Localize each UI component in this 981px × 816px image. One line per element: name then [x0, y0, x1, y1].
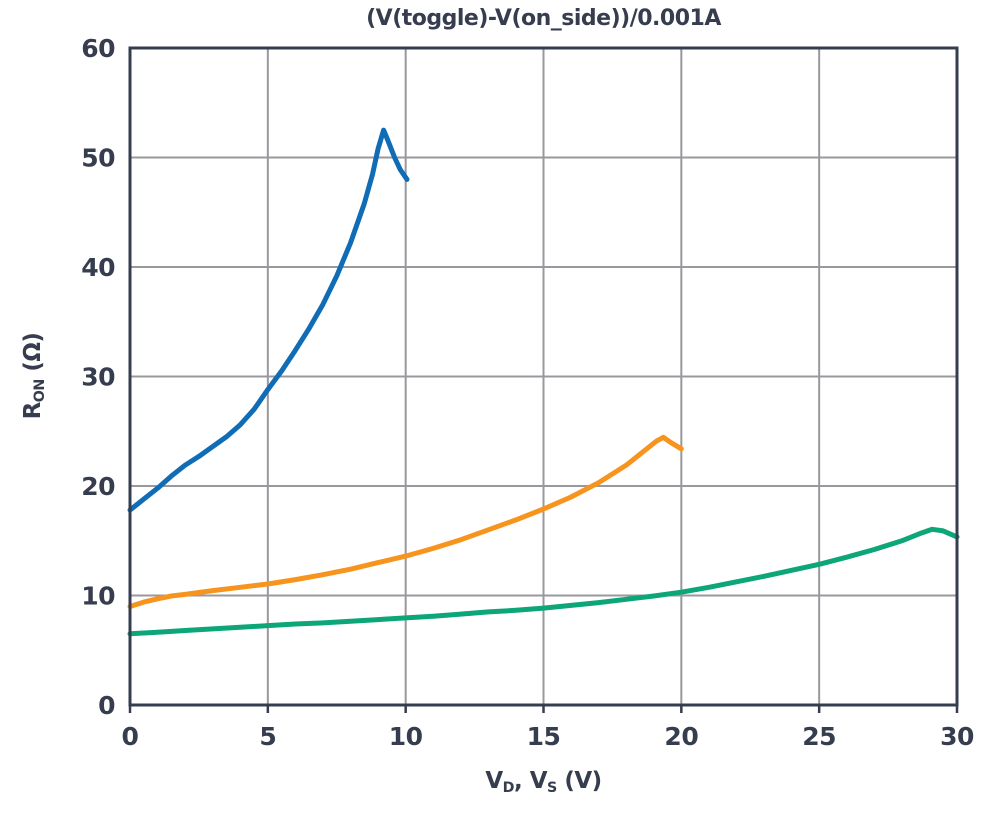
- x-axis-label-subscript-s: S: [547, 779, 557, 796]
- x-tick-label: 25: [802, 722, 836, 751]
- chart-title: (V(toggle)-V(on_side))/0.001A: [366, 6, 721, 31]
- x-tick-label: 15: [527, 722, 561, 751]
- x-tick-label: 30: [940, 722, 974, 751]
- green-curve: [127, 526, 960, 637]
- x-tick-label: 10: [389, 722, 423, 751]
- y-tick-label: 10: [81, 582, 115, 611]
- x-axis-label-text-2: , V: [514, 768, 548, 794]
- blue-curve: [127, 127, 410, 513]
- tick-labels: 0 5 10 15 20 25 30 0 10 20 30 40 50 60: [81, 34, 974, 751]
- x-tick-label: 5: [259, 722, 276, 751]
- axis-ticks: [128, 705, 959, 713]
- y-tick-label: 50: [81, 144, 115, 173]
- x-axis-label-unit: (V): [556, 768, 602, 794]
- orange-curve: [127, 434, 684, 609]
- data-series: [127, 127, 960, 637]
- y-tick-label: 0: [98, 691, 115, 720]
- y-tick-label: 20: [81, 472, 115, 501]
- y-tick-label: 60: [81, 34, 115, 63]
- y-tick-label: 40: [81, 253, 115, 282]
- y-tick-label: 30: [81, 363, 115, 392]
- x-axis-label-subscript-d: D: [502, 779, 515, 796]
- x-axis-label: VD, VS (V): [130, 768, 957, 796]
- x-axis-label-text: V: [485, 768, 503, 794]
- x-tick-label: 20: [664, 722, 698, 751]
- x-tick-label: 0: [122, 722, 139, 751]
